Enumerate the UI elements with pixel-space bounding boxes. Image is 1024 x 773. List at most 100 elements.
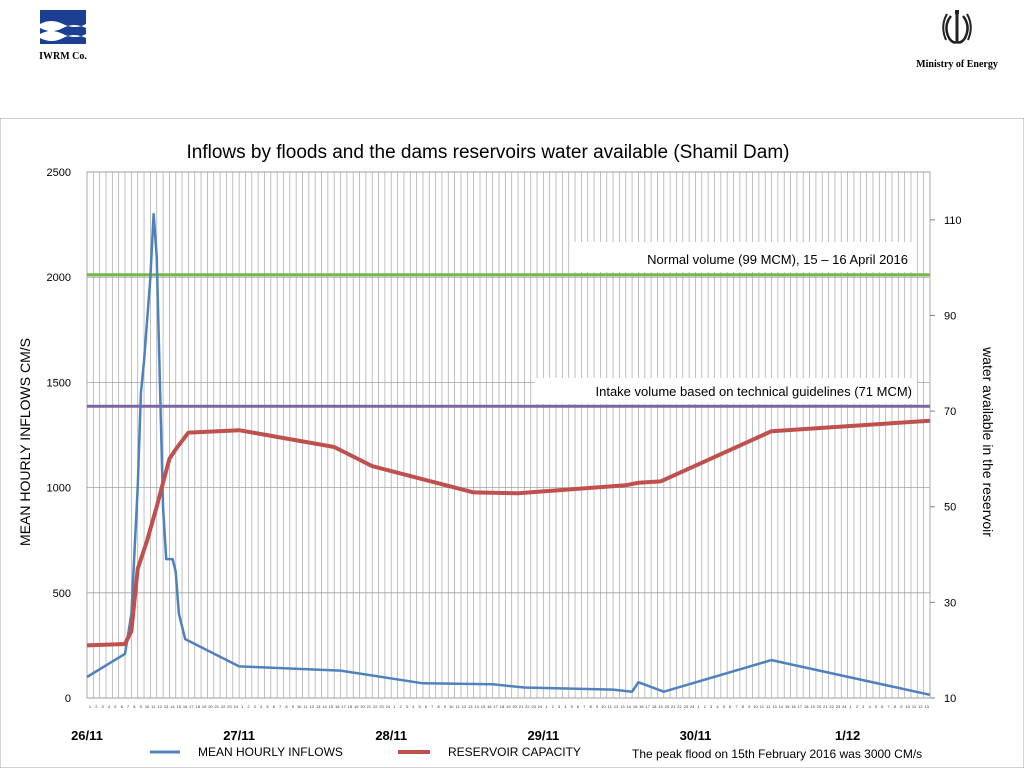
x-hour-tick-label: 16 bbox=[335, 704, 340, 709]
x-hour-tick-label: 13 bbox=[772, 704, 777, 709]
x-hour-tick-label: 21 bbox=[519, 704, 524, 709]
x-hour-tick-label: 5 bbox=[114, 704, 117, 709]
x-hour-tick-label: 1 bbox=[697, 704, 700, 709]
x-day-label: 30/11 bbox=[680, 728, 712, 743]
x-hour-tick-label: 18 bbox=[348, 704, 353, 709]
x-hour-tick-label: 24 bbox=[842, 704, 847, 709]
x-hour-tick-label: 7 bbox=[735, 704, 738, 709]
x-hour-tick-label: 2 bbox=[552, 704, 555, 709]
x-hour-tick-label: 8 bbox=[742, 704, 745, 709]
series-line-inflows bbox=[86, 212, 931, 697]
x-hour-tick-label: 2 bbox=[856, 704, 859, 709]
reference-lines bbox=[87, 273, 930, 408]
x-hour-tick-label: 6 bbox=[121, 704, 124, 709]
x-hour-tick-label: 16 bbox=[487, 704, 492, 709]
x-day-label: 28/11 bbox=[375, 728, 407, 743]
x-hour-tick-label: 11 bbox=[303, 704, 308, 709]
x-hour-tick-label: 4 bbox=[868, 704, 871, 709]
x-hour-tick-label: 14 bbox=[627, 704, 632, 709]
x-hour-tick-label: 8 bbox=[590, 704, 593, 709]
x-hour-tick-label: 18 bbox=[804, 704, 809, 709]
legend-label-inflows: MEAN HOURLY INFLOWS bbox=[198, 745, 343, 759]
x-hour-tick-label: 19 bbox=[658, 704, 663, 709]
normal-volume-label: Normal volume (99 MCM), 15 – 16 April 20… bbox=[647, 252, 908, 267]
x-hour-tick-label: 15 bbox=[785, 704, 790, 709]
x-hour-tick-label: 20 bbox=[208, 704, 213, 709]
x-hour-tick-label: 22 bbox=[221, 704, 226, 709]
y-tick-label-right: 50 bbox=[944, 502, 956, 514]
x-hour-tick-label: 11 bbox=[456, 704, 461, 709]
x-hour-tick-label: 15 bbox=[329, 704, 334, 709]
x-hour-tick-label: 22 bbox=[677, 704, 682, 709]
legend: MEAN HOURLY INFLOWS RESERVOIR CAPACITY bbox=[150, 745, 581, 759]
x-hour-tick-label: 8 bbox=[285, 704, 288, 709]
y-tick-label-right: 90 bbox=[944, 310, 956, 322]
x-day-label: 1/12 bbox=[835, 728, 860, 743]
x-hour-tick-label: 19 bbox=[810, 704, 815, 709]
y-axis-label-left: MEAN HOURLY INFLOWS CM/S bbox=[17, 338, 33, 546]
x-hour-tick-label: 3 bbox=[102, 704, 105, 709]
x-hour-tick-label: 18 bbox=[196, 704, 201, 709]
x-hour-tick-label: 2 bbox=[95, 704, 98, 709]
x-hour-tick-label: 11 bbox=[608, 704, 613, 709]
y-tick-label-right: 110 bbox=[944, 215, 962, 227]
x-hour-tick-label: 20 bbox=[817, 704, 822, 709]
x-hour-tick-label: 5 bbox=[266, 704, 269, 709]
x-hour-tick-label: 4 bbox=[108, 704, 111, 709]
x-hour-tick-label: 1 bbox=[849, 704, 852, 709]
series-line-reservoir bbox=[86, 418, 931, 648]
x-hour-tick-label: 21 bbox=[823, 704, 828, 709]
x-hour-tick-label: 10 bbox=[449, 704, 454, 709]
x-hour-tick-label: 3 bbox=[406, 704, 409, 709]
normal-volume-label-box: Normal volume (99 MCM), 15 – 16 April 20… bbox=[570, 242, 915, 272]
x-hour-tick-label: 1 bbox=[393, 704, 396, 709]
x-hour-tick-label: 21 bbox=[215, 704, 220, 709]
x-hour-tick-label: 23 bbox=[227, 704, 232, 709]
x-hour-tick-label: 21 bbox=[367, 704, 372, 709]
y-tick-label-right: 10 bbox=[944, 693, 956, 705]
left-org-name: IWRM Co. bbox=[39, 51, 87, 62]
x-hour-tick-label: 22 bbox=[525, 704, 530, 709]
x-hour-tick-label: 2 bbox=[399, 704, 402, 709]
y-tick-label-left: 2500 bbox=[47, 167, 71, 179]
x-hour-tick-label: 7 bbox=[127, 704, 130, 709]
legend-label-reservoir: RESERVOIR CAPACITY bbox=[448, 745, 581, 759]
x-hour-tick-label: 22 bbox=[373, 704, 378, 709]
x-hour-tick-label: 8 bbox=[437, 704, 440, 709]
x-hour-tick-label: 11 bbox=[151, 704, 156, 709]
x-hour-tick-label: 24 bbox=[234, 704, 239, 709]
x-hour-tick-label: 14 bbox=[322, 704, 327, 709]
x-hour-tick-label: 9 bbox=[596, 704, 599, 709]
x-hour-tick-label: 10 bbox=[753, 704, 758, 709]
chart-title: Inflows by floods and the dams reservoir… bbox=[187, 142, 790, 163]
x-hour-tick-label: 9 bbox=[292, 704, 295, 709]
x-hour-tick-label: 8 bbox=[133, 704, 136, 709]
x-hour-tick-label: 15 bbox=[481, 704, 486, 709]
x-hour-tick-label: 14 bbox=[474, 704, 479, 709]
y-tick-label-left: 2000 bbox=[47, 272, 71, 284]
x-hour-tick-label: 4 bbox=[260, 704, 263, 709]
x-hour-tick-label: 5 bbox=[571, 704, 574, 709]
x-day-label: 29/11 bbox=[527, 728, 559, 743]
x-hour-tick-label: 5 bbox=[723, 704, 726, 709]
x-hour-tick-label: 2 bbox=[247, 704, 250, 709]
x-hour-tick-label: 19 bbox=[506, 704, 511, 709]
x-hour-tick-label: 23 bbox=[531, 704, 536, 709]
x-hour-tick-label: 19 bbox=[202, 704, 207, 709]
x-hour-tick-label: 4 bbox=[564, 704, 567, 709]
x-hour-tick-label: 9 bbox=[900, 704, 903, 709]
chart-series bbox=[86, 212, 931, 697]
y-tick-label-left: 1000 bbox=[47, 483, 71, 495]
x-hour-tick-label: 4 bbox=[716, 704, 719, 709]
x-hour-tick-label: 1 bbox=[545, 704, 548, 709]
x-hour-tick-label: 3 bbox=[710, 704, 713, 709]
x-hour-tick-label: 16 bbox=[183, 704, 188, 709]
y-tick-label-left: 500 bbox=[53, 588, 71, 600]
x-hour-tick-label: 19 bbox=[354, 704, 359, 709]
x-hour-tick-label: 12 bbox=[310, 704, 315, 709]
x-hour-tick-label: 12 bbox=[462, 704, 467, 709]
x-hour-tick-label: 9 bbox=[748, 704, 751, 709]
chart: Inflows by floods and the dams reservoir… bbox=[0, 117, 1024, 769]
x-hour-tick-label: 6 bbox=[881, 704, 884, 709]
